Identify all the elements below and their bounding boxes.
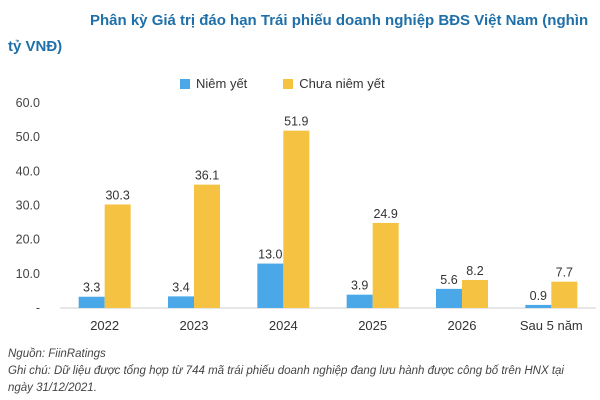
bar-unlisted (373, 223, 399, 308)
x-tick-label: 2025 (358, 318, 387, 333)
data-label-unlisted: 36.1 (195, 169, 219, 183)
bar-chart: - 10.0 20.0 30.0 40.0 50.0 60.0 3.3 30.3 2022 3.4 3… (0, 0, 600, 345)
note-line-2: ngày 31/12/2021. (8, 380, 592, 397)
y-tick-label: 10.0 (16, 267, 40, 281)
bar-listed (525, 305, 551, 308)
x-tick-label: 2023 (180, 318, 209, 333)
data-label-unlisted: 30.3 (105, 188, 129, 202)
data-label-listed: 3.4 (172, 280, 189, 294)
x-tick-label: 2024 (269, 318, 298, 333)
bar-unlisted (105, 204, 131, 308)
x-tick-label: 2026 (448, 318, 477, 333)
bar-unlisted (462, 280, 488, 308)
bar-listed (257, 264, 283, 308)
data-label-listed: 5.6 (440, 273, 457, 287)
data-label-listed: 3.3 (83, 281, 100, 295)
bar-listed (347, 295, 373, 308)
bar-unlisted (551, 282, 577, 308)
footnotes: Nguồn: FiinRatings Ghi chú: Dữ liệu được… (8, 346, 592, 397)
bar-listed (436, 289, 462, 308)
data-label-unlisted: 7.7 (556, 266, 573, 280)
bar-listed (79, 297, 105, 308)
data-label-listed: 13.0 (258, 248, 282, 262)
y-tick-label: 30.0 (16, 199, 40, 213)
data-label-unlisted: 51.9 (284, 115, 308, 129)
data-label-listed: 0.9 (530, 289, 547, 303)
data-label-unlisted: 24.9 (373, 207, 397, 221)
bar-listed (168, 296, 194, 308)
bar-unlisted (194, 185, 220, 308)
note-line-1: Ghi chú: Dữ liệu được tổng hợp từ 744 mã… (8, 363, 592, 380)
y-tick-label: 20.0 (16, 233, 40, 247)
x-tick-label: Sau 5 năm (520, 318, 583, 333)
bar-unlisted (283, 131, 309, 308)
x-tick-label: 2022 (90, 318, 119, 333)
data-label-listed: 3.9 (351, 279, 368, 293)
source-note: Nguồn: FiinRatings (8, 346, 592, 363)
y-tick-label: 50.0 (16, 130, 40, 144)
y-tick-label: 40.0 (16, 164, 40, 178)
y-tick-label: 60.0 (16, 96, 40, 110)
y-tick-label: - (36, 301, 40, 315)
data-label-unlisted: 8.2 (466, 264, 483, 278)
